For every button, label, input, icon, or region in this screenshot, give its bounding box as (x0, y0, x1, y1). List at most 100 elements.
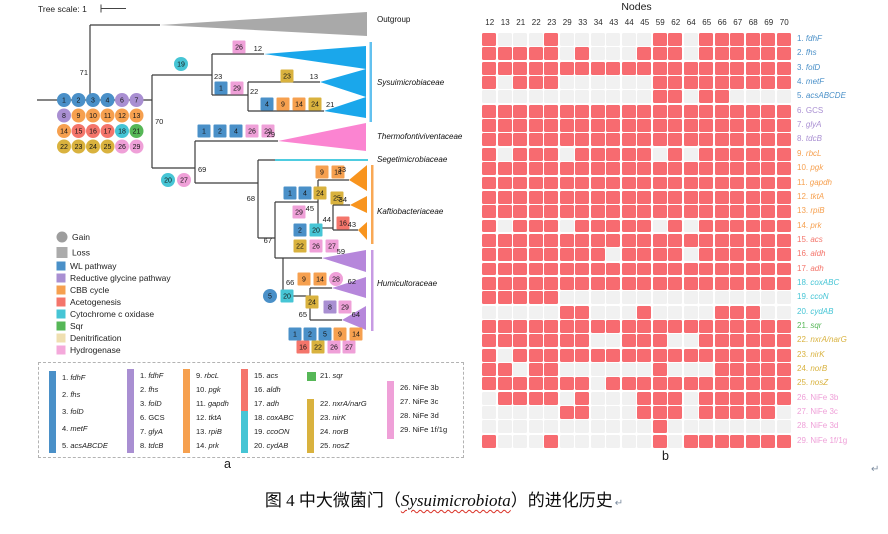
heatmap-cell (683, 406, 698, 419)
heatmap-cell (761, 377, 775, 391)
heatmap-cell (668, 176, 682, 190)
heatmap-cell (528, 104, 543, 118)
clade-strip (371, 250, 374, 331)
pathway-swatch (56, 285, 66, 295)
gene-item-number: 5. (62, 441, 71, 450)
loss-badge-label: 2 (218, 129, 222, 136)
heatmap-cell (590, 190, 605, 204)
heatmap-cell (497, 133, 512, 147)
heatmap-cell (544, 133, 558, 147)
heatmap-cell (482, 377, 496, 391)
heatmap-cell (637, 377, 651, 391)
heatmap-cell (497, 434, 512, 448)
row-label-gene: sqr (810, 321, 822, 330)
gene-item-name: nosZ (332, 441, 350, 450)
gene-item-number: 1. (62, 373, 71, 382)
heatmap-row-label: 13. rpiB (797, 205, 825, 219)
heatmap-cell (668, 420, 682, 434)
heatmap-cell (528, 190, 543, 204)
loss-badge-label: 24 (316, 191, 324, 198)
heatmap-cell (699, 320, 713, 333)
heatmap-cell (776, 262, 791, 276)
tree-node-label-69: 69 (198, 165, 206, 174)
heatmap-cell (776, 205, 791, 219)
gene-item-number: 23. (320, 413, 333, 422)
heatmap-cell (497, 176, 512, 190)
heatmap-cell (482, 205, 496, 219)
heatmap-cell (730, 248, 744, 262)
gain-badge-4 (100, 93, 115, 107)
heatmap-cell (745, 61, 760, 75)
gain-legend-label: Gain (72, 232, 90, 242)
heatmap-cell (590, 90, 605, 104)
heatmap-cell (497, 420, 512, 434)
row-label-number: 4. (797, 77, 806, 87)
heatmap-cell (683, 90, 698, 104)
heatmap-row-label: 29. NiFe 1f/1g (797, 435, 847, 449)
gene-legend-item: 5. acsABCDE (62, 440, 108, 452)
gene-group-bar (307, 399, 314, 453)
heatmap-col-label-45: 45 (640, 18, 650, 27)
heatmap-cell (482, 291, 496, 305)
heatmap-cell (482, 262, 496, 276)
gene-item-name: GCS (148, 413, 165, 422)
heatmap-cell (621, 104, 636, 118)
tree-node-label-59: 59 (337, 247, 345, 256)
heatmap-cell (683, 104, 698, 118)
heatmap-cell (730, 205, 744, 219)
heatmap-cell (668, 320, 682, 333)
heatmap-cell (590, 233, 605, 247)
pathway-legend-label: Sqr (70, 321, 83, 331)
heatmap-cell (544, 434, 558, 448)
clade-triangle-clade-12 (264, 46, 366, 69)
heatmap-cell (559, 434, 574, 448)
figure-caption: 图 4 中大微菌门（Sysuimicrobiota）的进化历史 ↵ (0, 486, 888, 511)
heatmap-cell (590, 262, 605, 276)
gain-badge-26 (115, 139, 129, 154)
gain-badge-20 (161, 173, 175, 187)
heatmap-cell (544, 176, 558, 190)
heatmap-cell (699, 162, 713, 176)
tree-node-label-21: 21 (326, 100, 334, 109)
loss-badge-22 (311, 340, 325, 354)
heatmap-cell (776, 334, 791, 348)
heatmap-cell (559, 176, 574, 190)
gene-legend-item: 16. aldh (254, 384, 281, 396)
heatmap-cell (761, 420, 775, 434)
heatmap-cell (544, 61, 558, 75)
heatmap-cell (497, 305, 512, 319)
heatmap-cell (590, 133, 605, 147)
heatmap-cell (745, 334, 760, 348)
heatmap-cell (776, 47, 791, 61)
heatmap-cell (745, 162, 760, 176)
gene-item-name: rpiB (208, 427, 222, 436)
heatmap-cell (745, 133, 760, 147)
heatmap-cell (544, 262, 558, 276)
heatmap-row-label: 22. nxrA/narG (797, 334, 847, 348)
gain-badge-23 (71, 139, 86, 154)
heatmap-cell (714, 205, 729, 219)
heatmap-cell (590, 363, 605, 376)
gene-item-number: 2. (140, 385, 149, 394)
gene-item-number: 22. (320, 399, 333, 408)
heatmap-cell (668, 434, 682, 448)
heatmap-cell (513, 190, 527, 204)
heatmap-cell (668, 219, 682, 233)
tree-node-label-70: 70 (155, 117, 163, 126)
heatmap-cell (652, 291, 667, 305)
heatmap-cell (513, 406, 527, 419)
heatmap-cell (652, 276, 667, 290)
heatmap-cell (528, 162, 543, 176)
row-label-gene: nirK (810, 349, 825, 359)
gene-legend-item: 29. NiFe 1f/1g (400, 424, 447, 436)
heatmap-cell (668, 391, 682, 405)
heatmap-col-label-44: 44 (624, 18, 634, 27)
loss-badge-29 (292, 205, 306, 219)
heatmap-cell (528, 205, 543, 219)
loss-legend-icon (56, 247, 68, 258)
heatmap-cell (482, 76, 496, 89)
pathway-legend-label: Hydrogenase (70, 345, 121, 355)
gene-item-name: nxrA/narG (332, 399, 367, 408)
heatmap-title: Nodes (621, 1, 652, 13)
heatmap-cell (776, 377, 791, 391)
